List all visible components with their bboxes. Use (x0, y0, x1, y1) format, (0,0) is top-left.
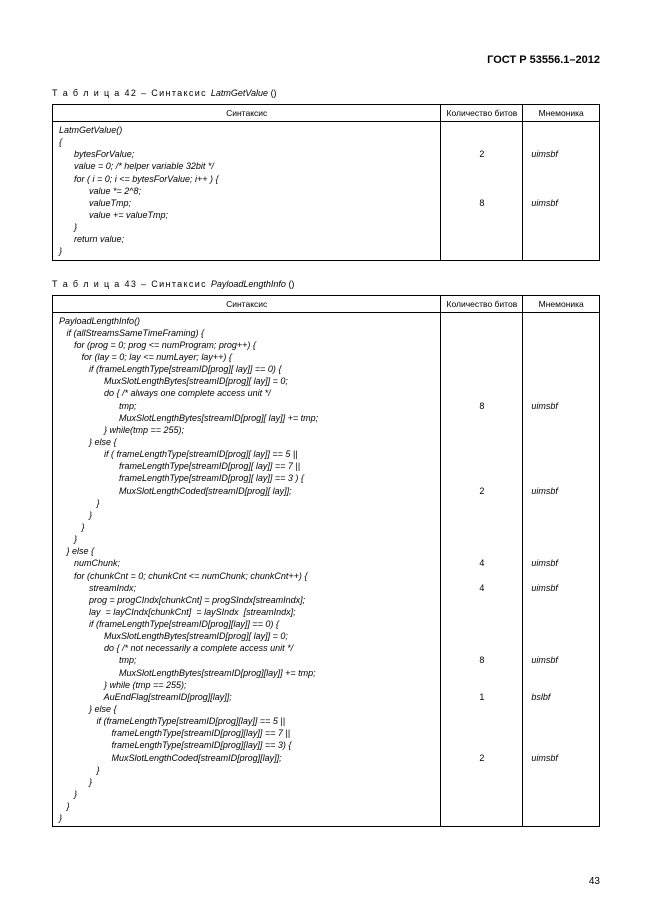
table43-parens: () (286, 279, 295, 289)
table42-parens: () (268, 88, 277, 98)
table43-function-name: PayloadLengthInfo (211, 279, 286, 289)
standard-id: ГОСТ Р 53556.1–2012 (52, 54, 600, 66)
table42-header-syntax: Синтаксис (53, 105, 441, 122)
table42-bits-cell: 2 8 (441, 122, 523, 261)
table43-body-row: PayloadLengthInfo() if (allStreamsSameTi… (53, 312, 600, 827)
table42-mnem-cell: uimsbf uimsbf (523, 122, 600, 261)
table42-body-row: LatmGetValue() { bytesForValue; value = … (53, 122, 600, 261)
table42-caption-prefix: Т а б л и ц а 42 – Синтаксис (52, 88, 211, 98)
table43-caption: Т а б л и ц а 43 – Синтаксис PayloadLeng… (52, 279, 600, 289)
table43-code-cell: PayloadLengthInfo() if (allStreamsSameTi… (53, 312, 441, 827)
table43-header-mnemonic: Мнемоника (523, 295, 600, 312)
table43-header-bits: Количество битов (441, 295, 523, 312)
table42-caption: Т а б л и ц а 42 – Синтаксис LatmGetValu… (52, 88, 600, 98)
table42-code-cell: LatmGetValue() { bytesForValue; value = … (53, 122, 441, 261)
table42-header-row: Синтаксис Количество битов Мнемоника (53, 105, 600, 122)
table42: Синтаксис Количество битов Мнемоника Lat… (52, 104, 600, 261)
page-number: 43 (589, 876, 600, 887)
table43-mnem-cell: uimsbf uimsbf uimsbf uimsbf uimsbf bslbf… (523, 312, 600, 827)
table42-header-bits: Количество битов (441, 105, 523, 122)
page: ГОСТ Р 53556.1–2012 Т а б л и ц а 42 – С… (0, 0, 646, 865)
table43-bits-cell: 8 2 4 4 8 1 2 (441, 312, 523, 827)
table43-caption-prefix: Т а б л и ц а 43 – Синтаксис (52, 279, 211, 289)
table43-header-syntax: Синтаксис (53, 295, 441, 312)
table43: Синтаксис Количество битов Мнемоника Pay… (52, 295, 600, 828)
table42-function-name: LatmGetValue (211, 88, 268, 98)
table43-header-row: Синтаксис Количество битов Мнемоника (53, 295, 600, 312)
table42-header-mnemonic: Мнемоника (523, 105, 600, 122)
